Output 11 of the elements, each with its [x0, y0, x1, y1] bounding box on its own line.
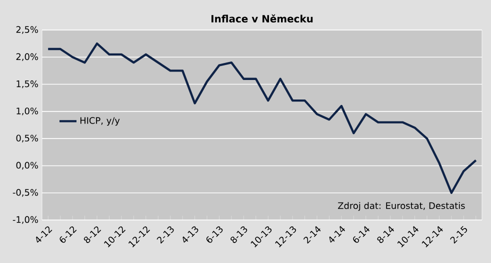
y-tick-label: 0,0% [16, 162, 38, 170]
y-tick-label: 1,5% [16, 80, 38, 88]
y-tick-label: 0,5% [16, 134, 38, 142]
y-tick-label: -0,5% [12, 189, 38, 197]
y-tick-label: 2,5% [16, 26, 38, 34]
y-tick-label: 1,0% [16, 108, 38, 116]
annotation: Zdroj dat: Eurostat, Destatis [338, 202, 465, 211]
legend-label: HICP, y/y [80, 117, 120, 126]
y-tick-label: 2,0% [16, 53, 38, 61]
y-tick-label: -1,0% [12, 216, 38, 224]
chart-title: Inflace v Německu [211, 14, 313, 22]
